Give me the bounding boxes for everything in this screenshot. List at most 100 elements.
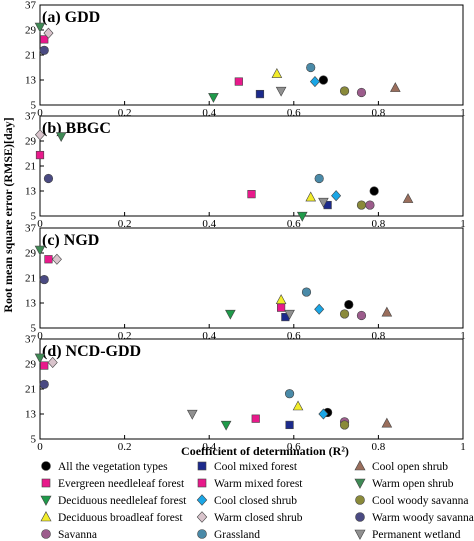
point-wcs <box>34 129 46 141</box>
legend-marker-sav <box>41 529 51 539</box>
x-tick-label: 0.4 <box>202 218 216 230</box>
legend-marker-dnf <box>40 495 52 506</box>
point-enf <box>35 150 45 160</box>
legend-label: Warm closed shrub <box>214 512 303 524</box>
y-tick-label: 21 <box>25 161 36 173</box>
point-pw <box>318 197 329 208</box>
legend-label: Deciduous needleleaf forest <box>58 495 187 507</box>
legend-item: Warm mixed forest <box>197 478 303 490</box>
legend: All the vegetation types Evergreen needle… <box>40 460 474 541</box>
x-tick-label: 0.8 <box>372 441 386 453</box>
y-tick-label: 29 <box>25 359 37 371</box>
point-grass <box>306 62 316 73</box>
x-tick-label: 0.6 <box>287 441 301 453</box>
legend-item: Warm open shrub <box>354 478 454 490</box>
point-wcs <box>47 356 58 368</box>
point-wws <box>39 379 49 389</box>
legend-item: Deciduous broadleaf forest <box>40 511 183 524</box>
point-wos <box>34 22 46 33</box>
y-tick-label: 21 <box>25 50 36 62</box>
point-enf <box>44 255 53 264</box>
legend-item: Grassland <box>197 529 260 541</box>
point-cws <box>339 86 350 96</box>
point-dnf <box>296 211 308 222</box>
x-tick-label: 1 <box>460 218 466 230</box>
legend-label: Permanent wetland <box>372 529 461 541</box>
y-tick-label: 13 <box>25 409 37 421</box>
y-tick-label: 21 <box>25 384 36 396</box>
point-sav <box>365 200 375 210</box>
point-dnf <box>225 309 236 320</box>
point-cmf <box>255 89 265 99</box>
legend-marker-enf <box>41 478 51 488</box>
point-dbf <box>292 400 304 411</box>
x-tick-label: 0.2 <box>118 441 132 453</box>
point-all <box>318 75 329 85</box>
point-cws <box>356 200 367 210</box>
legend-item: Cool closed shrub <box>196 494 297 507</box>
legend-label: Deciduous broadleaf forest <box>58 512 183 524</box>
point-dbf <box>271 68 283 78</box>
point-cws <box>339 309 350 319</box>
x-tick-label: 0.2 <box>118 218 132 230</box>
x-tick-label: 0.6 <box>287 330 301 342</box>
point-pw <box>275 86 287 97</box>
y-tick-label: 13 <box>25 75 37 87</box>
point-ccs <box>314 303 325 315</box>
point-pw <box>284 309 295 320</box>
legend-item: Cool open shrub <box>354 460 448 473</box>
legend-marker-pw <box>354 529 366 540</box>
x-tick-label: 0.4 <box>202 330 216 342</box>
point-wws <box>39 274 49 285</box>
y-axis-title: Root mean square error (RMSE)[day] <box>1 117 15 312</box>
point-wws <box>39 45 49 55</box>
point-dnf <box>208 93 219 103</box>
y-tick-label: 5 <box>31 211 37 223</box>
y-tick-label: 37 <box>25 223 37 235</box>
x-tick-label: 1 <box>460 330 466 342</box>
point-cos <box>390 82 401 92</box>
legend-label: Savanna <box>58 529 97 541</box>
point-pw <box>186 409 198 420</box>
panel: 5 13 21 29 37 0 0.2 0.4 0.6 0.8 1 (b) BBGC <box>25 111 466 231</box>
point-grass <box>314 173 324 184</box>
y-tick-label: 29 <box>25 136 37 148</box>
panel-frame <box>39 227 464 329</box>
point-ccs <box>318 408 329 420</box>
y-tick-label: 29 <box>25 25 37 37</box>
legend-item: Cool mixed forest <box>197 461 298 473</box>
point-cmf <box>285 420 294 430</box>
x-tick-label: 0.4 <box>202 107 216 119</box>
point-cos <box>402 193 414 203</box>
point-wmf <box>247 190 256 199</box>
legend-item: Deciduous needleleaf forest <box>40 495 187 507</box>
legend-label: All the vegetation types <box>58 461 168 473</box>
y-tick-label: 29 <box>25 248 37 260</box>
legend-marker-all <box>41 461 51 471</box>
legend-label: Cool woody savanna <box>372 495 468 507</box>
y-tick-label: 37 <box>25 111 37 123</box>
panel-title: (b) BBGC <box>42 120 111 137</box>
point-dbf <box>275 294 287 304</box>
point-ccs <box>309 76 320 88</box>
legend-item: Permanent wetland <box>354 529 461 541</box>
legend-label: Warm woody savanna <box>372 512 474 524</box>
point-enf <box>40 361 49 370</box>
x-tick-label: 0.6 <box>287 107 301 119</box>
legend-marker-grass <box>197 529 207 539</box>
legend-item: Warm closed shrub <box>196 511 303 524</box>
legend-marker-wos <box>354 478 366 489</box>
y-tick-label: 5 <box>31 323 37 335</box>
y-tick-label: 5 <box>31 100 37 112</box>
legend-label: Cool closed shrub <box>214 495 297 507</box>
legend-label: Warm open shrub <box>372 478 454 490</box>
panel-title: (a) GDD <box>42 9 100 26</box>
x-tick-label: 0 <box>37 218 43 230</box>
x-tick-label: 1 <box>460 107 466 119</box>
point-sav <box>356 310 367 321</box>
y-tick-label: 21 <box>25 273 36 285</box>
legend-label: Grassland <box>214 529 260 541</box>
